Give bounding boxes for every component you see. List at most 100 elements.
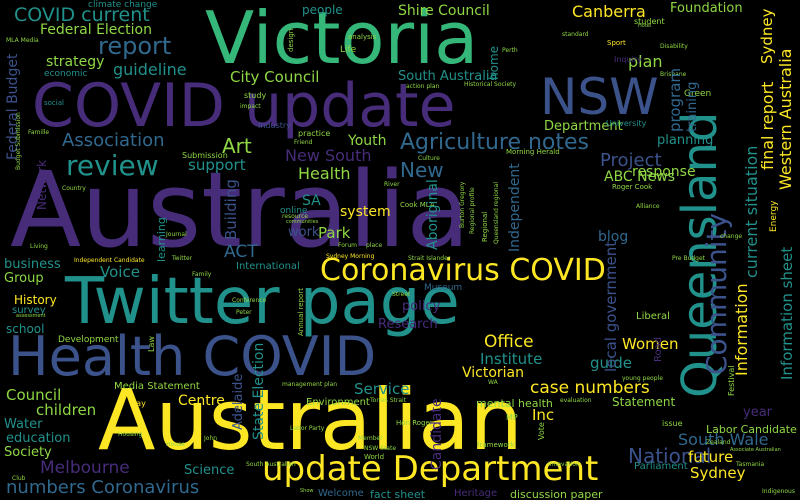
word-practice: practice — [298, 129, 331, 138]
word-study: study — [244, 91, 267, 100]
word-plan: plan — [628, 52, 663, 71]
word-statement: Statement — [612, 395, 676, 409]
word-guideline: guideline — [113, 60, 187, 79]
word-voice: Voice — [100, 263, 140, 281]
word-street: Street — [392, 291, 411, 298]
word-health-covid: Health COVID — [8, 325, 377, 388]
word-australia: Australia — [10, 149, 471, 271]
word-twitter-page: Twitter page — [65, 265, 460, 339]
word-nsw-state: NSW State — [364, 445, 397, 452]
word-western-australia: Western Australia — [776, 48, 795, 190]
word-international: International — [236, 261, 300, 272]
word-coronavirus-covid: Coronavirus COVID — [320, 253, 606, 288]
word-peter: Peter — [236, 309, 252, 316]
word-south-wale: South Wale — [678, 430, 769, 449]
word-university: University — [606, 119, 647, 128]
word-annual-report: Annual report — [297, 288, 305, 336]
word-covid-update: COVID update — [32, 71, 456, 141]
word-john: John — [204, 435, 218, 442]
word-park: Park — [318, 224, 351, 242]
word-wa: WA — [488, 379, 498, 386]
word-society: Society — [4, 445, 52, 460]
word-strait-islander: Strait Islander — [408, 255, 451, 262]
word-action-plan: action plan — [406, 83, 440, 90]
word-mla-media: MLA Media — [6, 37, 39, 44]
word-local-government: local government — [602, 240, 620, 372]
word-torres-strait: Torres Strait — [370, 397, 407, 404]
word-victoria: Victoria — [205, 0, 479, 80]
word-member: Member — [358, 435, 383, 442]
word-inc: Inc — [532, 406, 555, 424]
word-media-statement: Media Statement — [114, 381, 200, 392]
word-policy: policy — [402, 299, 441, 314]
word-associate-australian: Associate Australian — [730, 447, 781, 453]
word-impact: impact — [240, 103, 261, 110]
word-survey: survey — [12, 305, 46, 316]
word-strategy: strategy — [46, 54, 105, 70]
word-culture: Culture — [418, 155, 440, 162]
word-youth: Youth — [348, 133, 387, 149]
word-submission: Submission — [182, 151, 228, 160]
word-service: Service — [354, 380, 410, 398]
word-house: House — [166, 441, 185, 448]
word-network: Network — [35, 159, 49, 210]
word-business: business — [4, 257, 61, 272]
word-information: Information — [732, 283, 751, 376]
word-cook-mla: Cook MLA — [400, 201, 435, 209]
word-change: change — [720, 233, 743, 240]
word-education: education — [6, 431, 71, 446]
word-living: Living — [30, 243, 48, 250]
word-act: ACT — [224, 242, 258, 262]
word-federal-election: Federal Election — [40, 22, 152, 38]
word-green: Green — [684, 89, 712, 99]
word-home: home — [487, 45, 501, 80]
word-tasmania: Tasmania — [736, 461, 765, 468]
word-world: World — [364, 453, 385, 461]
word-framework: framework — [477, 441, 515, 449]
word-place: place — [366, 242, 383, 249]
word-institute: Institute — [480, 350, 543, 368]
word-innovation: Innovation — [548, 461, 580, 468]
word-pre-budget: Pre Budget — [672, 255, 706, 262]
word-issue: issue — [662, 419, 683, 428]
word-state-election: State Election — [251, 342, 267, 440]
word-road: Road — [653, 336, 664, 362]
word-hotel: Hotel — [638, 23, 652, 29]
word-sa: SA — [302, 193, 321, 209]
word-update-department: update Department — [262, 449, 599, 489]
word-fact-sheet: fact sheet — [370, 488, 426, 500]
word-family: Family — [192, 271, 212, 278]
word-online: online — [280, 206, 308, 216]
word-queensland-regional: Queensland regional — [493, 181, 500, 244]
word-sydney-morning: Sydney Morning — [326, 253, 375, 260]
word-independent: Independent — [507, 163, 523, 252]
word-club: Club — [12, 475, 26, 482]
word-melbourne: Melbourne — [40, 458, 130, 478]
word-work: work — [288, 225, 320, 240]
word-perth: Perth — [502, 47, 518, 54]
word-hon-roger: Hon Roger — [396, 419, 433, 427]
word-information-sheet: Information sheet — [778, 246, 796, 380]
word-city-council: City Council — [230, 68, 320, 86]
word-shire-council: Shire Council — [398, 3, 490, 19]
word-national: National — [628, 444, 712, 468]
word-regional-profile: Regional profile — [469, 187, 476, 234]
word-science: Science — [184, 463, 235, 478]
word-final-report: final report — [758, 81, 777, 170]
word-water: Water — [4, 417, 43, 432]
word-future: future — [688, 448, 734, 466]
word-system: system — [340, 204, 391, 220]
word-adelaide: Adelaide — [231, 373, 246, 430]
word-agriculture-notes: Agriculture notes — [400, 130, 590, 155]
word-industry: Industry — [258, 121, 291, 130]
word-liberal: Liberal — [636, 311, 670, 322]
word-numbers-coronavirus: numbers Coronavirus — [6, 477, 200, 498]
word-sydney: Sydney — [690, 464, 746, 482]
word-mp: MP — [506, 413, 518, 422]
word-council: Council — [6, 386, 62, 404]
word-climate-change: climate change — [88, 0, 158, 10]
word-covid-current: COVID current — [14, 4, 150, 26]
word-day: Day — [130, 399, 146, 408]
word-famille: Famille — [28, 129, 50, 136]
